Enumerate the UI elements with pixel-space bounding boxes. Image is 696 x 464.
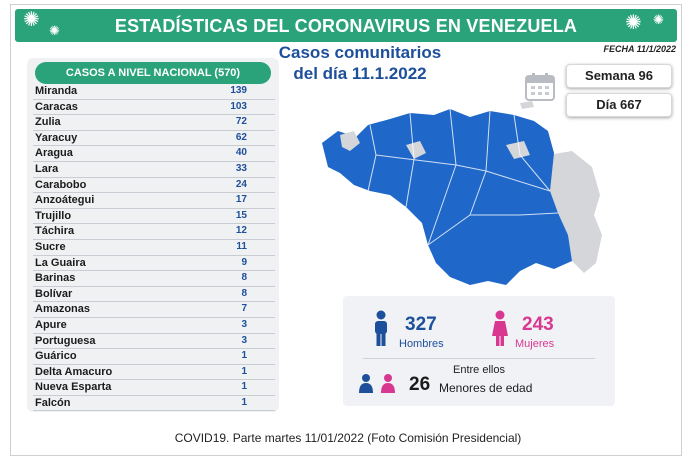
case-count: 1 <box>241 350 247 362</box>
table-row: Barinas 8 <box>33 271 275 287</box>
table-row: La Guaira 9 <box>33 256 275 272</box>
demographics-panel: 327 Hombres 243 Mujeres Entre ellos 26 M… <box>343 296 615 406</box>
case-count: 1 <box>241 365 247 377</box>
case-count: 8 <box>241 272 247 284</box>
case-count: 62 <box>235 131 247 143</box>
women-count: 243 <box>522 314 554 335</box>
state-name: Miranda <box>35 85 78 97</box>
men-count: 327 <box>405 314 437 335</box>
table-row: Delta Amacuro 1 <box>33 365 275 381</box>
state-name: Amazonas <box>35 303 91 316</box>
date-label: FECHA 11/1/2022 <box>603 44 676 54</box>
case-count: 8 <box>241 287 247 299</box>
case-count: 3 <box>241 318 247 330</box>
table-row: Portuguesa 3 <box>33 334 275 350</box>
state-name: Nueva Esparta <box>35 381 112 394</box>
state-name: Trujillo <box>35 209 72 222</box>
table-row: Caracas 103 <box>33 100 275 116</box>
case-count: 1 <box>241 396 247 408</box>
case-count: 17 <box>235 194 247 206</box>
calendar-icon <box>525 73 555 101</box>
table-rows: Miranda 139 Caracas 103 Zulia 72 Yaracuy 62 Arag… <box>33 84 275 412</box>
table-row: Amazonas 7 <box>33 302 275 318</box>
case-count: 7 <box>241 303 247 315</box>
table-row: Nueva Esparta 1 <box>33 380 275 396</box>
woman-icon <box>492 310 508 346</box>
virus-icon: ✺ <box>49 23 60 38</box>
state-name: Delta Amacuro <box>35 365 113 378</box>
subtitle-line2: del día 11.1.2022 <box>293 64 427 83</box>
divider <box>363 358 595 359</box>
case-count: 12 <box>235 225 247 237</box>
case-count: 40 <box>235 147 247 159</box>
table-row: Lara 33 <box>33 162 275 178</box>
state-name: Apure <box>35 318 67 331</box>
women-label: Mujeres <box>515 338 555 350</box>
table-row: Apure 3 <box>33 318 275 334</box>
table-row: Falcón 1 <box>33 396 275 412</box>
state-name: La Guaira <box>35 256 86 269</box>
caption: COVID19. Parte martes 11/01/2022 (Foto C… <box>174 431 522 445</box>
cases-table: CASOS A NIVEL NACIONAL (570) Miranda 139 C… <box>27 58 279 412</box>
children-icon <box>359 374 395 393</box>
case-count: 1 <box>241 381 247 393</box>
case-count: 15 <box>235 209 247 221</box>
page-title: ESTADÍSTICAS DEL CORONAVIRUS EN VENEZUEL… <box>114 16 578 36</box>
table-row: Bolívar 8 <box>33 287 275 303</box>
men-label: Hombres <box>399 338 444 350</box>
case-count: 9 <box>241 256 247 268</box>
case-count: 24 <box>235 178 247 190</box>
table-row: Trujillo 15 <box>33 209 275 225</box>
table-row: Zulia 72 <box>33 115 275 131</box>
table-header: CASOS A NIVEL NACIONAL (570) <box>35 62 271 84</box>
title-banner: ✺ ✺ ESTADÍSTICAS DEL CORONAVIRUS EN VENE… <box>15 9 677 42</box>
case-count: 139 <box>230 85 247 96</box>
table-row: Yaracuy 62 <box>33 131 275 147</box>
table-row: Carabobo 24 <box>33 178 275 194</box>
state-name: Falcón <box>35 396 71 409</box>
state-name: Yaracuy <box>35 131 78 144</box>
subtitle: Casos comunitarios del día 11.1.2022 <box>240 42 480 84</box>
case-count: 11 <box>236 240 247 252</box>
state-name: Guárico <box>35 350 77 363</box>
table-row: Sucre 11 <box>33 240 275 256</box>
table-row: Anzoátegui 17 <box>33 193 275 209</box>
state-name: Barinas <box>35 272 76 285</box>
state-name: Carabobo <box>35 178 87 191</box>
table-row: Guárico 1 <box>33 349 275 365</box>
virus-icon: ✺ <box>23 9 40 31</box>
state-name: Táchira <box>35 225 75 238</box>
case-count: 33 <box>235 162 247 174</box>
table-row: Miranda 139 <box>33 84 275 100</box>
state-name: Lara <box>35 162 59 175</box>
man-icon <box>375 310 387 346</box>
minors-count: 26 <box>409 374 431 395</box>
minors-label: Menores de edad <box>439 381 533 395</box>
state-name: Caracas <box>35 100 78 113</box>
day-badge: Día 667 <box>566 93 672 117</box>
state-name: Aragua <box>35 147 73 160</box>
subtitle-line1: Casos comunitarios <box>278 43 442 62</box>
state-name: Bolívar <box>35 287 73 300</box>
case-count: 72 <box>235 116 247 128</box>
minors-intro: Entre ellos <box>453 364 505 376</box>
case-count: 3 <box>241 334 247 346</box>
state-name: Anzoátegui <box>35 194 95 207</box>
state-name: Zulia <box>35 116 61 129</box>
venezuela-map <box>322 101 602 285</box>
virus-icon: ✺ <box>625 12 642 34</box>
virus-icon: ✺ <box>653 12 664 27</box>
state-name: Sucre <box>35 240 66 253</box>
table-row: Aragua 40 <box>33 146 275 162</box>
state-name: Portuguesa <box>35 334 96 347</box>
case-count: 103 <box>230 100 247 112</box>
week-badge: Semana 96 <box>566 64 672 88</box>
table-row: Táchira 12 <box>33 224 275 240</box>
